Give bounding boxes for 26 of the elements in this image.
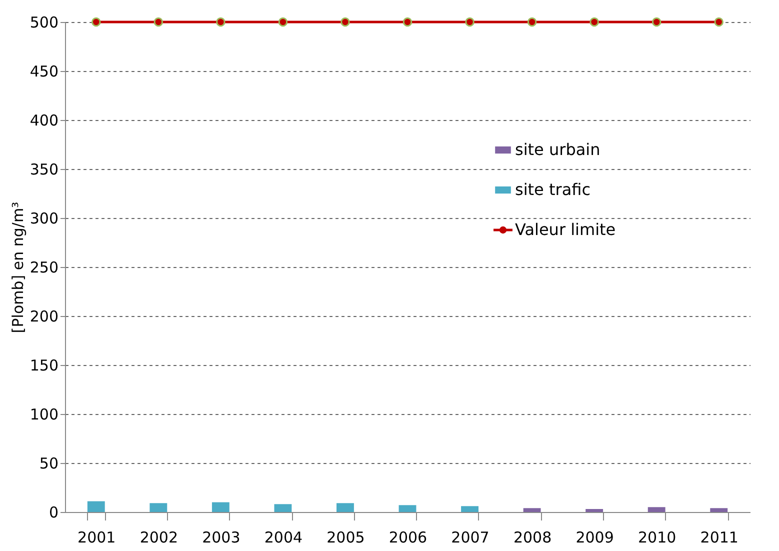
y-tick-label: 300 bbox=[30, 210, 58, 228]
x-tick-label: 2008 bbox=[513, 528, 552, 546]
y-tick-label: 500 bbox=[30, 14, 58, 32]
x-tick-label: 2005 bbox=[326, 528, 365, 546]
x-tick-label: 2011 bbox=[700, 528, 738, 546]
y-axis-title: [Plomb] en ng/m³ bbox=[8, 202, 27, 334]
y-tick-label: 150 bbox=[30, 356, 58, 374]
x-tick-label: 2002 bbox=[140, 528, 178, 546]
legend-label: Valeur limite bbox=[515, 220, 616, 239]
y-tick-label: 100 bbox=[30, 406, 58, 424]
x-tick-label: 2010 bbox=[638, 528, 676, 546]
y-tick-label: 50 bbox=[39, 454, 58, 472]
y-tick-label: 0 bbox=[48, 504, 58, 522]
y-tick-label: 450 bbox=[30, 62, 58, 80]
x-tick-label: 2003 bbox=[202, 528, 240, 546]
y-tick-label: 350 bbox=[30, 160, 58, 178]
y-tick-label: 400 bbox=[30, 112, 58, 130]
x-tick-label: 2009 bbox=[576, 528, 614, 546]
x-tick-label: 2001 bbox=[78, 528, 116, 546]
x-tick-label: 2004 bbox=[264, 528, 303, 546]
x-tick-label: 2007 bbox=[451, 528, 490, 546]
legend-label: site urbain bbox=[515, 140, 600, 159]
legend-label: site trafic bbox=[515, 180, 591, 199]
x-tick-label: 2006 bbox=[388, 528, 428, 546]
y-tick-label: 250 bbox=[30, 258, 58, 276]
y-tick-label: 200 bbox=[30, 308, 58, 326]
